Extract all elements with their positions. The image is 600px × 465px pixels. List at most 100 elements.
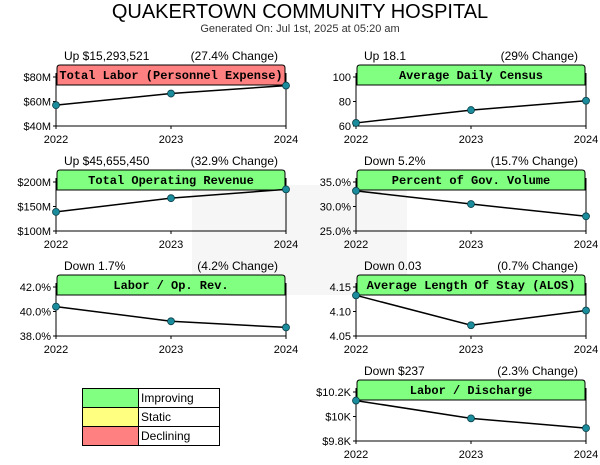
y-tick-label: 42.0%	[20, 282, 51, 294]
y-tick-label: 4.15	[330, 282, 351, 294]
y-tick-label: $60M	[23, 97, 51, 109]
x-tick-label: 2024	[274, 344, 298, 356]
series-line	[355, 399, 587, 429]
y-tick-label: $40M	[23, 121, 51, 133]
data-point	[467, 200, 475, 208]
chart-title-box	[356, 169, 586, 191]
y-tick-label: $150M	[17, 202, 51, 214]
legend-label-improving: Improving	[141, 391, 194, 405]
chart-title-box	[356, 64, 586, 86]
legend-swatch-declining	[83, 427, 139, 445]
y-tick-label: $200M	[17, 177, 51, 189]
y-tick-label: 38.0%	[20, 331, 51, 343]
data-point	[167, 194, 175, 203]
data-point	[352, 396, 360, 405]
data-point	[467, 321, 475, 330]
page-title: QUAKERTOWN COMMUNITY HOSPITAL	[111, 1, 489, 23]
x-tick-label: 2023	[459, 239, 483, 251]
y-tick-label: $100M	[17, 226, 51, 238]
data-point	[582, 212, 590, 221]
x-tick-label: 2022	[344, 449, 368, 461]
y-tick-label: $80M	[23, 72, 51, 84]
chart-title: Average Length Of Stay (ALOS)	[367, 279, 576, 293]
chart-title-box	[56, 169, 286, 191]
change-amount: Down $237	[364, 364, 425, 378]
chart-title-box	[356, 379, 586, 401]
legend-swatch-static	[83, 408, 139, 426]
data-point	[582, 96, 590, 105]
data-point	[582, 424, 590, 433]
series-line	[355, 294, 587, 326]
x-tick-label: 2022	[44, 134, 68, 146]
chart-panel-2: Up 18.1 (29% Change) Average Daily Census 6…	[333, 49, 599, 146]
chart-panel-3: Up $45,655,450 (32.9% Change) Total Operat…	[17, 154, 298, 251]
change-percent: (32.9% Change)	[191, 154, 278, 168]
data-point	[467, 106, 475, 114]
chart-panel-1: Up $15,293,521 (27.4% Change) Total Labor …	[23, 49, 298, 146]
change-percent: (4.2% Change)	[197, 259, 278, 273]
x-tick-label: 2023	[159, 239, 183, 251]
change-percent: (2.3% Change)	[497, 364, 578, 378]
x-tick-label: 2024	[574, 344, 598, 356]
x-tick-label: 2022	[344, 134, 368, 146]
y-tick-label: $9.8K	[322, 436, 351, 448]
change-amount: Up $15,293,521	[64, 49, 150, 63]
y-tick-label: 4.10	[330, 307, 351, 319]
x-tick-label: 2024	[574, 239, 598, 251]
chart-title: Labor / Discharge	[410, 384, 532, 398]
data-point	[52, 302, 60, 311]
chart-title: Average Daily Census	[399, 69, 543, 83]
data-point	[582, 306, 590, 315]
legend-label-declining: Declining	[141, 429, 191, 443]
x-tick-label: 2022	[344, 239, 368, 251]
change-amount: Down 1.7%	[64, 259, 126, 273]
data-point	[282, 81, 290, 90]
data-point	[167, 317, 175, 326]
change-amount: Up 18.1	[364, 49, 406, 63]
x-tick-label: 2024	[574, 449, 598, 461]
x-tick-label: 2023	[459, 344, 483, 356]
y-tick-label: 30.0%	[320, 202, 351, 214]
change-percent: (0.7% Change)	[497, 259, 578, 273]
y-tick-label: 80	[339, 97, 351, 109]
chart-panel-7: Down $237 (2.3% Change) Labor / Discharge $…	[316, 364, 598, 461]
y-tick-label: 40.0%	[20, 307, 51, 319]
change-percent: (15.7% Change)	[491, 154, 578, 168]
y-tick-label: 60	[339, 121, 351, 133]
x-tick-label: 2023	[159, 344, 183, 356]
y-tick-label: $10K	[325, 412, 351, 424]
legend-swatch-improving	[83, 389, 139, 407]
legend-label-static: Static	[141, 410, 172, 424]
legend-item-static: Static	[83, 408, 219, 427]
data-point	[282, 185, 290, 194]
x-tick-label: 2023	[459, 134, 483, 146]
page-subtitle: Generated On: Jul 1st, 2025 at 05:20 am	[200, 23, 400, 35]
x-tick-label: 2024	[274, 239, 298, 251]
data-point	[352, 186, 360, 195]
y-tick-label: 25.0%	[320, 226, 351, 238]
chart-panel-4: Down 5.2% (15.7% Change) Percent of Gov. V…	[320, 154, 598, 251]
x-tick-label: 2023	[159, 134, 183, 146]
change-amount: Down 0.03	[364, 259, 422, 273]
chart-title-box	[56, 274, 286, 296]
change-percent: (29% Change)	[501, 49, 578, 63]
x-tick-label: 2023	[459, 449, 483, 461]
legend: Improving Static Declining	[82, 388, 220, 446]
data-point	[352, 291, 360, 300]
y-tick-label: $10.2K	[316, 387, 352, 399]
legend-item-improving: Improving	[83, 389, 219, 408]
chart-title: Total Labor (Personnel Expense)	[59, 69, 282, 83]
y-tick-label: 100	[333, 72, 351, 84]
data-point	[167, 89, 175, 98]
change-amount: Up $45,655,450	[64, 154, 150, 168]
legend-item-declining: Declining	[83, 427, 219, 445]
y-tick-label: 35.0%	[320, 177, 351, 189]
chart-title: Percent of Gov. Volume	[392, 174, 550, 188]
change-amount: Down 5.2%	[364, 154, 426, 168]
data-point	[282, 323, 290, 332]
chart-panel-6: Down 0.03 (0.7% Change) Average Length Of …	[330, 259, 599, 356]
change-percent: (27.4% Change)	[191, 49, 278, 63]
x-tick-label: 2024	[574, 134, 598, 146]
data-point	[352, 119, 360, 127]
